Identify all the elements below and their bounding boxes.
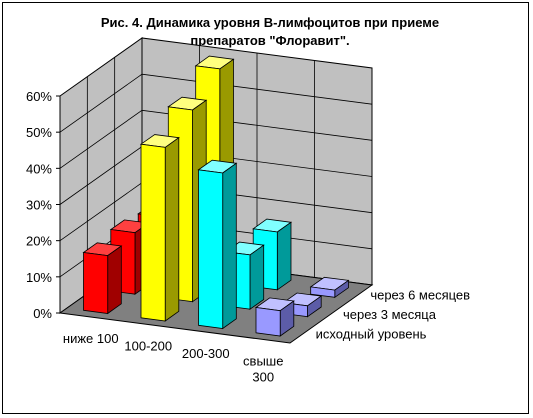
- chart-title-line-1: Рис. 4. Динамика уровня В-лимфоцитов при…: [100, 15, 440, 30]
- bar: [309, 276, 350, 299]
- bar: [254, 297, 295, 337]
- y-tick-label: 60%: [26, 89, 52, 104]
- y-tick-label: 30%: [26, 198, 52, 213]
- y-tick-label: 20%: [26, 234, 52, 249]
- x-tick-label: 200-300: [182, 346, 230, 361]
- chart-title-line-2: препаратов "Флоравит".: [190, 33, 350, 48]
- y-tick-label: 10%: [26, 270, 52, 285]
- chart-title: Рис. 4. Динамика уровня В-лимфоцитов при…: [60, 14, 480, 50]
- bar-front: [140, 143, 166, 322]
- bar-front: [198, 169, 224, 329]
- y-tick-label: 50%: [26, 125, 52, 140]
- bar-side: [249, 244, 265, 310]
- y-tick-label: 0%: [33, 306, 52, 321]
- bar-side: [276, 221, 292, 291]
- bar-front: [310, 286, 336, 298]
- bar-front: [83, 252, 109, 314]
- bar: [197, 159, 238, 330]
- y-tick-label: 40%: [26, 161, 52, 176]
- series-label: через 3 месяца: [343, 307, 437, 322]
- series-label: через 6 месяцев: [370, 288, 470, 303]
- bar: [139, 134, 180, 322]
- bar: [252, 218, 293, 291]
- bar: [82, 242, 123, 315]
- x-tick-label: свыше 300: [243, 353, 283, 384]
- bar-side: [107, 245, 122, 315]
- x-tick-label: 100-200: [124, 338, 172, 353]
- x-tick-label: ниже 100: [63, 331, 119, 346]
- bar-front: [255, 307, 281, 337]
- series-label: исходный уровень: [316, 326, 427, 341]
- bar-side: [222, 162, 237, 330]
- bar-side: [164, 136, 180, 322]
